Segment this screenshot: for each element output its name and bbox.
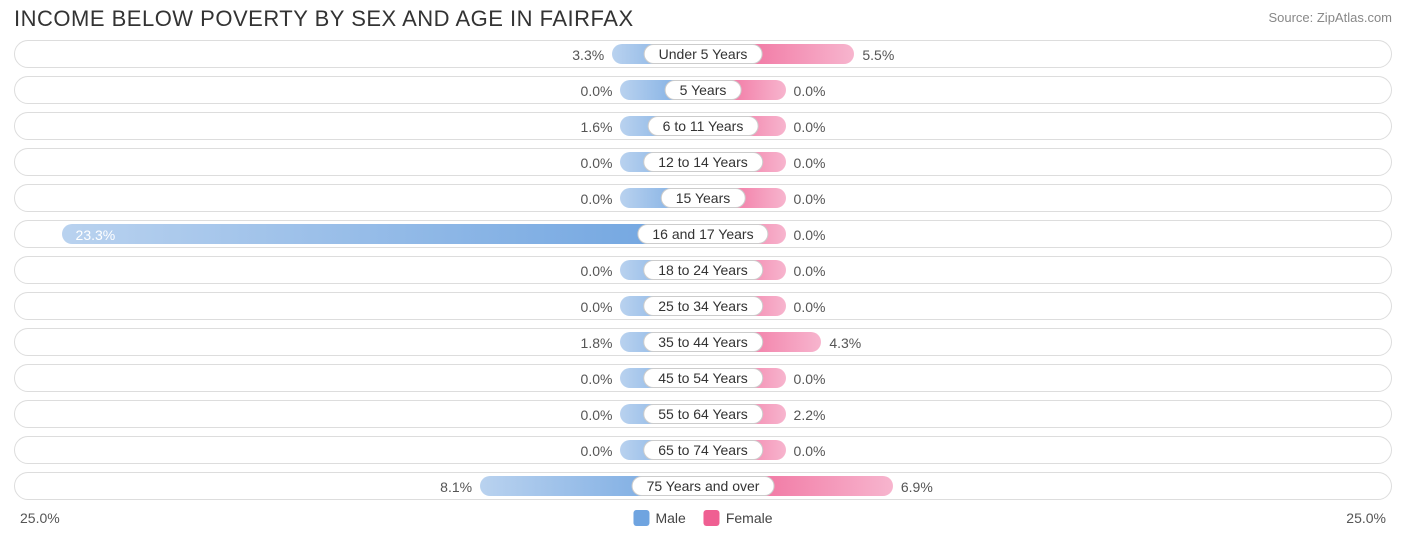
category-pill: 55 to 64 Years	[643, 404, 763, 424]
bar-row: 0.0% 0.0% 18 to 24 Years	[14, 256, 1392, 284]
legend-male-label: Male	[655, 510, 685, 526]
bar-row: 8.1% 6.9% 75 Years and over	[14, 472, 1392, 500]
category-pill: 12 to 14 Years	[643, 152, 763, 172]
bar-row: 1.6% 0.0% 6 to 11 Years	[14, 112, 1392, 140]
male-value-label: 3.3%	[572, 41, 604, 69]
female-value-label: 0.0%	[794, 113, 826, 141]
male-swatch-icon	[633, 510, 649, 526]
female-value-label: 6.9%	[901, 473, 933, 501]
male-value-label: 0.0%	[581, 401, 613, 429]
chart-footer: 25.0% Male Female 25.0%	[14, 508, 1392, 536]
chart-area: 3.3% 5.5% Under 5 Years 0.0% 0.0% 5 Years 1.6%…	[0, 34, 1406, 500]
bar-row: 0.0% 0.0% 15 Years	[14, 184, 1392, 212]
axis-max-right: 25.0%	[1346, 510, 1386, 526]
bar-row: 0.0% 2.2% 55 to 64 Years	[14, 400, 1392, 428]
category-pill: 45 to 54 Years	[643, 368, 763, 388]
bar-row: 0.0% 0.0% 12 to 14 Years	[14, 148, 1392, 176]
female-value-label: 0.0%	[794, 77, 826, 105]
legend: Male Female	[633, 510, 772, 526]
bar-row: 0.0% 0.0% 5 Years	[14, 76, 1392, 104]
legend-item-male: Male	[633, 510, 685, 526]
female-value-label: 2.2%	[794, 401, 826, 429]
male-value-label: 1.6%	[581, 113, 613, 141]
female-value-label: 0.0%	[794, 149, 826, 177]
female-value-label: 0.0%	[794, 437, 826, 465]
male-bar	[62, 224, 703, 244]
legend-female-label: Female	[726, 510, 773, 526]
bar-row: 0.0% 0.0% 25 to 34 Years	[14, 292, 1392, 320]
bar-row: 3.3% 5.5% Under 5 Years	[14, 40, 1392, 68]
category-pill: 35 to 44 Years	[643, 332, 763, 352]
category-pill: Under 5 Years	[644, 44, 763, 64]
bar-row: 23.3% 0.0% 16 and 17 Years	[14, 220, 1392, 248]
female-value-label: 4.3%	[829, 329, 861, 357]
male-value-label: 0.0%	[581, 149, 613, 177]
male-value-label: 0.0%	[581, 257, 613, 285]
female-swatch-icon	[704, 510, 720, 526]
female-value-label: 5.5%	[862, 41, 894, 69]
bar-row: 0.0% 0.0% 45 to 54 Years	[14, 364, 1392, 392]
category-pill: 18 to 24 Years	[643, 260, 763, 280]
category-pill: 15 Years	[661, 188, 746, 208]
female-value-label: 0.0%	[794, 221, 826, 249]
axis-max-left: 25.0%	[20, 510, 60, 526]
category-pill: 6 to 11 Years	[648, 116, 759, 136]
female-value-label: 0.0%	[794, 257, 826, 285]
female-value-label: 0.0%	[794, 293, 826, 321]
female-value-label: 0.0%	[794, 365, 826, 393]
male-value-label: 23.3%	[76, 221, 116, 249]
male-value-label: 0.0%	[581, 77, 613, 105]
chart-source: Source: ZipAtlas.com	[1268, 6, 1392, 25]
category-pill: 25 to 34 Years	[643, 296, 763, 316]
chart-title: INCOME BELOW POVERTY BY SEX AND AGE IN F…	[14, 6, 634, 32]
category-pill: 16 and 17 Years	[637, 224, 768, 244]
female-value-label: 0.0%	[794, 185, 826, 213]
bar-row: 1.8% 4.3% 35 to 44 Years	[14, 328, 1392, 356]
male-value-label: 0.0%	[581, 365, 613, 393]
male-value-label: 1.8%	[581, 329, 613, 357]
male-value-label: 0.0%	[581, 437, 613, 465]
male-value-label: 0.0%	[581, 185, 613, 213]
category-pill: 75 Years and over	[632, 476, 775, 496]
legend-item-female: Female	[704, 510, 773, 526]
category-pill: 5 Years	[665, 80, 742, 100]
category-pill: 65 to 74 Years	[643, 440, 763, 460]
bar-row: 0.0% 0.0% 65 to 74 Years	[14, 436, 1392, 464]
male-value-label: 8.1%	[440, 473, 472, 501]
male-value-label: 0.0%	[581, 293, 613, 321]
